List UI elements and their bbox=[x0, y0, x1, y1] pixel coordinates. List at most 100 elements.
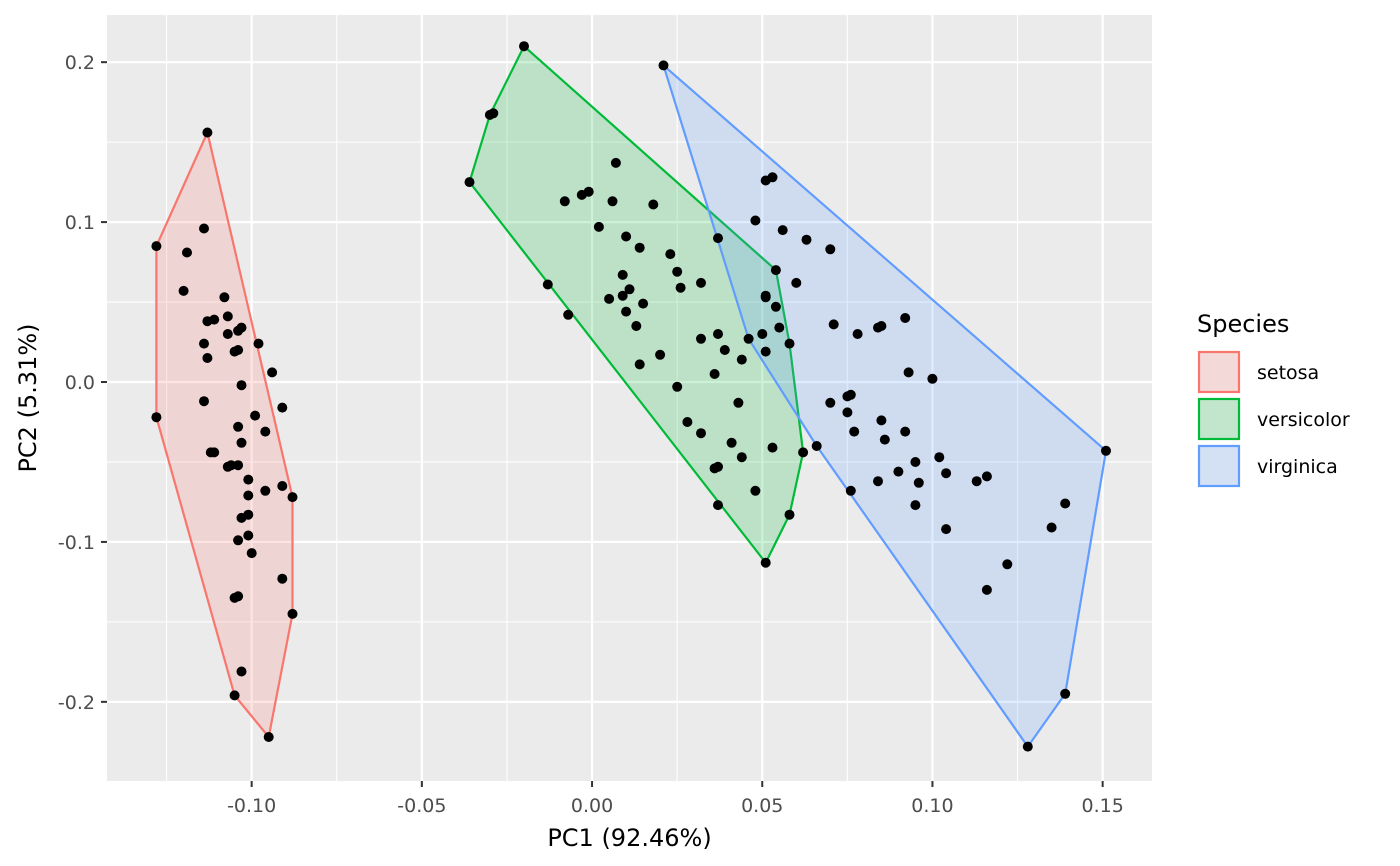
point-setosa bbox=[246, 548, 257, 559]
point-versicolor bbox=[696, 277, 706, 288]
point-virginica bbox=[1046, 522, 1057, 533]
point-setosa bbox=[219, 292, 230, 303]
point-virginica bbox=[760, 292, 771, 303]
point-setosa bbox=[267, 367, 278, 378]
point-setosa bbox=[199, 223, 209, 234]
x-tick-label: -0.05 bbox=[397, 795, 446, 817]
point-versicolor bbox=[696, 428, 706, 439]
point-versicolor bbox=[488, 108, 499, 119]
point-versicolor bbox=[733, 397, 744, 408]
x-tick-label: 0.00 bbox=[571, 795, 613, 817]
major-gridlines bbox=[107, 15, 1152, 781]
point-virginica bbox=[849, 426, 860, 437]
point-versicolor bbox=[563, 309, 574, 320]
x-axis-ticks: -0.10 -0.05 0.00 0.05 0.10 0.15 bbox=[227, 781, 1124, 817]
point-setosa bbox=[182, 247, 192, 258]
point-virginica bbox=[981, 584, 992, 595]
point-virginica bbox=[767, 172, 778, 183]
point-versicolor bbox=[770, 265, 781, 276]
point-setosa bbox=[202, 353, 213, 363]
legend-key-bg bbox=[1198, 445, 1240, 487]
point-virginica bbox=[825, 397, 836, 408]
point-versicolor bbox=[760, 557, 771, 568]
point-setosa bbox=[222, 329, 233, 339]
legend-key-virginica bbox=[1197, 444, 1241, 488]
point-versicolor bbox=[583, 186, 594, 197]
legend-label-setosa: setosa bbox=[1257, 362, 1319, 384]
point-setosa bbox=[151, 241, 162, 252]
point-versicolor bbox=[675, 282, 686, 293]
point-virginica bbox=[873, 476, 883, 487]
point-setosa bbox=[236, 322, 247, 333]
point-virginica bbox=[811, 441, 822, 451]
point-virginica bbox=[876, 415, 887, 426]
point-virginica bbox=[750, 215, 761, 226]
point-versicolor bbox=[736, 354, 747, 365]
point-versicolor bbox=[617, 269, 628, 280]
point-virginica bbox=[770, 301, 781, 312]
point-virginica bbox=[777, 225, 788, 236]
x-tick-label: 0.10 bbox=[911, 795, 953, 817]
point-setosa bbox=[277, 402, 288, 413]
point-virginica bbox=[1022, 741, 1033, 752]
point-versicolor bbox=[617, 290, 628, 301]
point-versicolor bbox=[713, 329, 723, 339]
point-virginica bbox=[893, 466, 904, 477]
point-virginica bbox=[791, 277, 802, 288]
point-setosa bbox=[222, 311, 233, 322]
point-setosa bbox=[209, 314, 220, 325]
point-versicolor bbox=[593, 221, 604, 232]
point-versicolor bbox=[542, 279, 553, 290]
point-virginica bbox=[876, 321, 887, 331]
legend-label-versicolor: versicolor bbox=[1257, 409, 1350, 431]
y-tick-label: 0.0 bbox=[65, 372, 95, 394]
point-setosa bbox=[233, 460, 244, 471]
point-virginica bbox=[801, 234, 812, 245]
point-versicolor bbox=[709, 369, 720, 379]
point-versicolor bbox=[638, 298, 649, 309]
point-versicolor bbox=[610, 157, 621, 168]
point-virginica bbox=[941, 468, 952, 479]
point-virginica bbox=[910, 457, 921, 467]
point-versicolor bbox=[750, 485, 761, 496]
point-versicolor bbox=[631, 321, 642, 331]
x-tick-label: -0.10 bbox=[227, 795, 276, 817]
point-virginica bbox=[743, 333, 754, 344]
point-virginica bbox=[757, 329, 768, 339]
point-virginica bbox=[1060, 688, 1071, 699]
point-setosa bbox=[199, 396, 209, 407]
y-axis-ticks: -0.2 -0.1 0.0 0.1 0.2 bbox=[58, 52, 107, 714]
point-setosa bbox=[199, 338, 209, 349]
point-setosa bbox=[236, 380, 247, 391]
point-versicolor bbox=[672, 381, 683, 392]
point-setosa bbox=[287, 492, 298, 503]
point-virginica bbox=[1002, 559, 1013, 570]
point-versicolor bbox=[696, 333, 706, 344]
point-setosa bbox=[209, 447, 220, 458]
point-versicolor bbox=[713, 461, 723, 472]
point-virginica bbox=[825, 244, 836, 255]
point-versicolor bbox=[624, 284, 635, 295]
point-virginica bbox=[713, 233, 723, 244]
point-versicolor bbox=[672, 266, 683, 277]
x-tick-label: 0.05 bbox=[741, 795, 783, 817]
point-setosa bbox=[260, 485, 271, 496]
point-virginica bbox=[1060, 498, 1071, 509]
legend-key-bg bbox=[1198, 351, 1240, 393]
point-setosa bbox=[236, 666, 247, 677]
point-versicolor bbox=[621, 306, 632, 317]
point-versicolor bbox=[726, 437, 737, 448]
point-setosa bbox=[178, 285, 189, 296]
hull-layer bbox=[155, 45, 1108, 748]
point-versicolor bbox=[634, 359, 645, 370]
point-setosa bbox=[233, 535, 244, 546]
y-tick-label: -0.1 bbox=[58, 532, 95, 554]
point-virginica bbox=[900, 313, 911, 323]
point-versicolor bbox=[655, 349, 666, 360]
point-virginica bbox=[913, 477, 924, 488]
point-virginica bbox=[903, 367, 914, 378]
y-axis-title: PC2 (5.31%) bbox=[14, 323, 42, 472]
point-setosa bbox=[236, 437, 247, 448]
point-versicolor bbox=[665, 249, 676, 260]
